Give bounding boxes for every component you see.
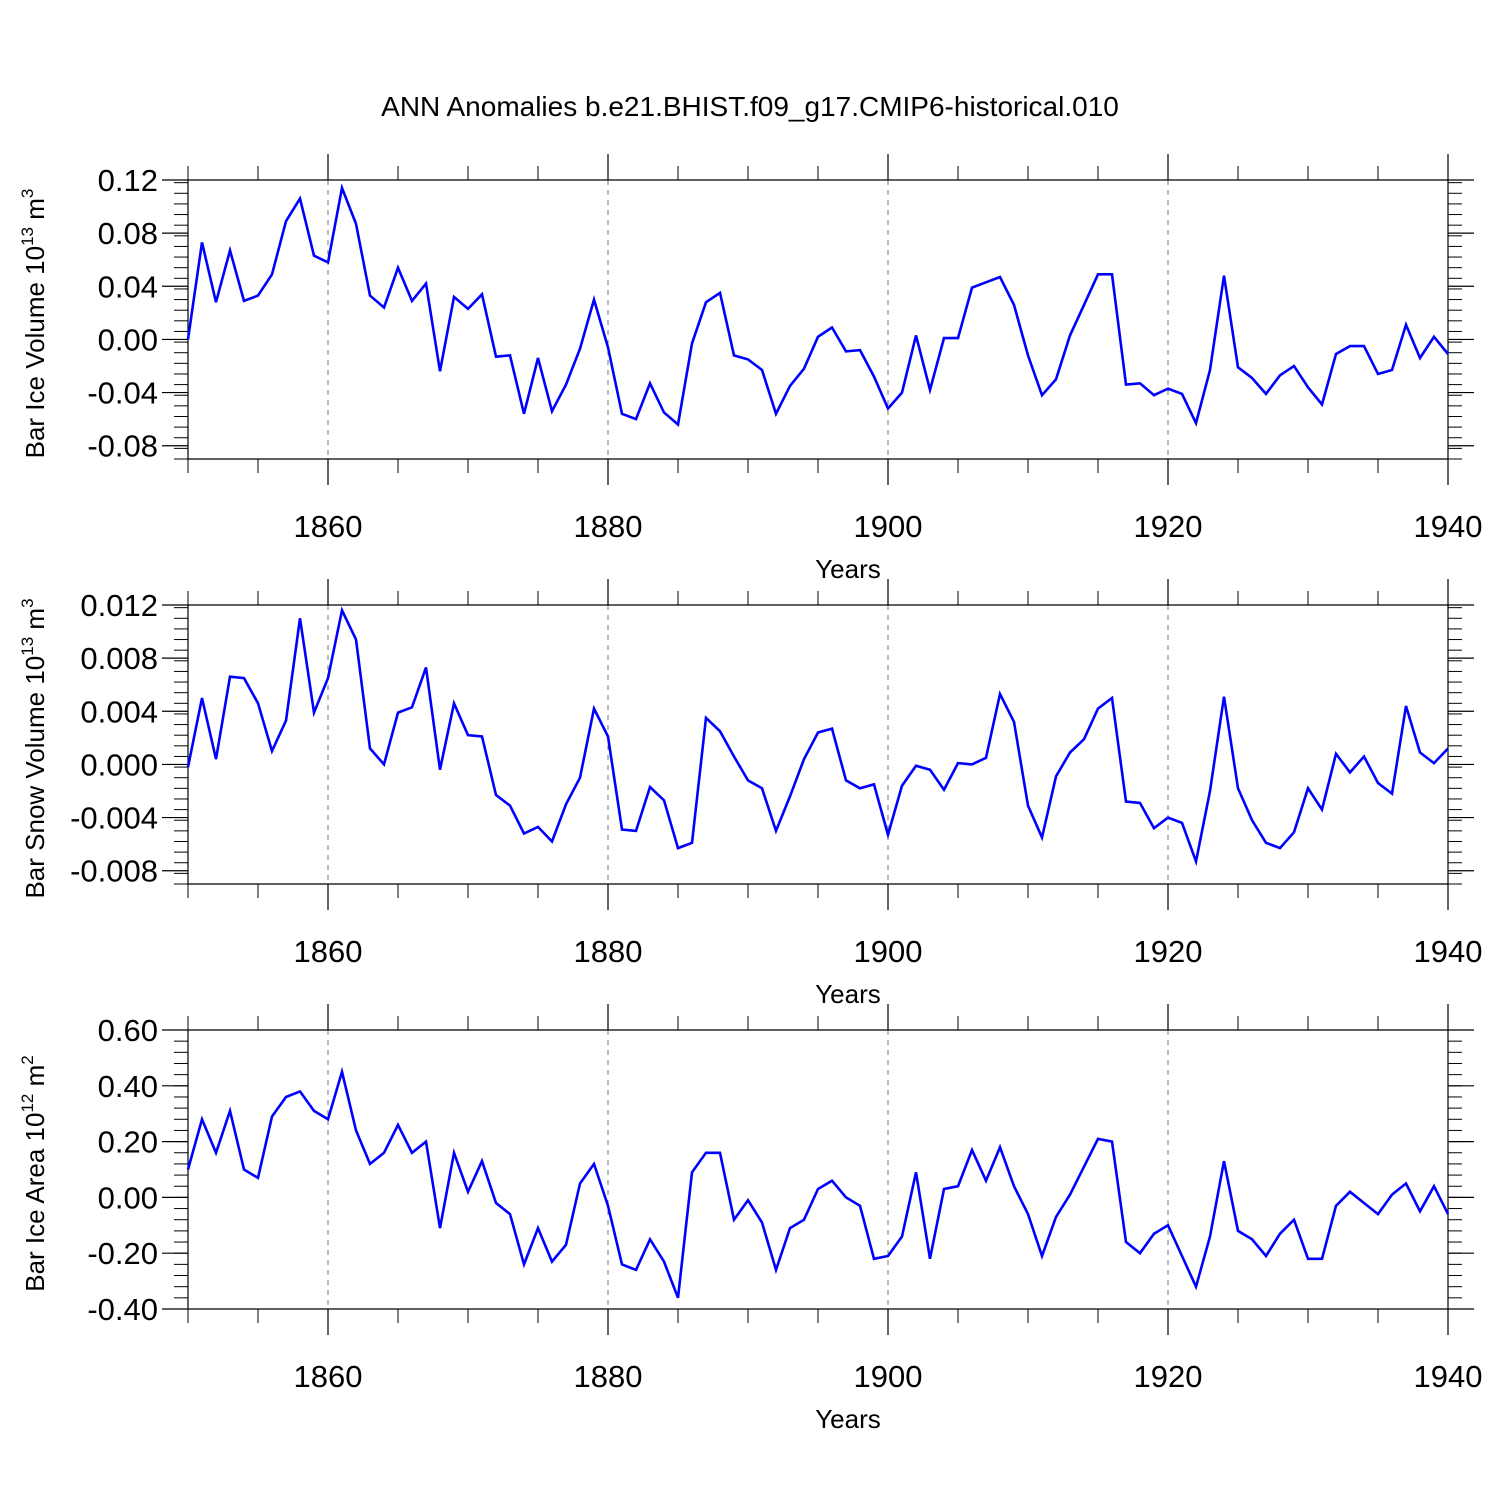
panel-2-xtick-label: 1860: [294, 934, 363, 969]
panel-2-xtick-label: 1900: [854, 934, 923, 969]
panel-1-xtick-label: 1860: [294, 509, 363, 544]
panel-1-ytick-label: -0.08: [87, 429, 158, 464]
panel-3-xtick-label: 1900: [854, 1359, 923, 1394]
panel-1-ylabel-unit: m: [20, 198, 50, 227]
panel-1-ylabel-text: Bar Ice Volume 10: [20, 246, 50, 458]
panel-3-ytick-label: -0.40: [87, 1292, 158, 1327]
panel-1: -0.08 -0.04 0.00 0.04 0.08 0.12 1860 1880 1900 19…: [18, 154, 1482, 584]
panel-3-ylabel-unit-exponent: 2: [18, 1055, 37, 1064]
panel-1-ytick-label: 0.12: [98, 163, 158, 198]
panel-2-xtick-label: 1920: [1134, 934, 1203, 969]
panel-1-xtick-label: 1900: [854, 509, 923, 544]
panel-3-xlabel: Years: [815, 1404, 881, 1434]
panel-2-ylabel-text: Bar Snow Volume 10: [20, 656, 50, 899]
panel-3-ytick-label: 0.20: [98, 1125, 158, 1160]
panel-2-ytick-label: 0.000: [80, 747, 158, 782]
panel-2-ytick-label: 0.012: [80, 588, 158, 623]
panel-3-ytick-label: 0.40: [98, 1069, 158, 1104]
panel-2-ytick-label: 0.008: [80, 641, 158, 676]
panel-3-xtick-label: 1920: [1134, 1359, 1203, 1394]
figure-title: ANN Anomalies b.e21.BHIST.f09_g17.CMIP6-…: [381, 91, 1119, 122]
panel-2-ytick-label: -0.004: [70, 801, 158, 836]
panel-1-xtick-label: 1920: [1134, 509, 1203, 544]
panel-3-ylabel: Bar Ice Area 1012 m2: [18, 1055, 50, 1292]
panel-2-xlabel: Years: [815, 979, 881, 1009]
panel-1-series-line: [186, 183, 1450, 427]
panel-2-ylabel-unit-exponent: 3: [18, 598, 37, 607]
panel-1-ylabel: Bar Ice Volume 1013 m3: [18, 189, 50, 459]
panel-1-ylabel-exponent: 13: [18, 227, 37, 246]
panel-3-ylabel-exponent: 12: [18, 1094, 37, 1113]
panel-3: -0.40 -0.20 0.00 0.20 0.40 0.60 1860 1880 1900 19…: [18, 1004, 1482, 1434]
panel-2-ylabel-unit: m: [20, 608, 50, 637]
panel-2-ylabel: Bar Snow Volume 1013 m3: [18, 598, 50, 898]
panel-2-ytick-label: 0.004: [80, 694, 158, 729]
panel-3-ylabel-unit: m: [20, 1065, 50, 1094]
panel-3-xtick-label: 1860: [294, 1359, 363, 1394]
panel-1-xlabel: Years: [815, 554, 881, 584]
panel-3-ytick-label: 0.00: [98, 1180, 158, 1215]
panel-3-ytick-label: 0.60: [98, 1013, 158, 1048]
panel-2-ytick-label: -0.008: [70, 854, 158, 889]
panel-1-ytick-label: 0.04: [98, 269, 158, 304]
panel-3-ylabel-text: Bar Ice Area 10: [20, 1113, 50, 1292]
panel-3-xtick-label: 1880: [574, 1359, 643, 1394]
panel-2-series-line: [186, 606, 1449, 867]
panel-2-ylabel-exponent: 13: [18, 637, 37, 656]
panel-1-ytick-label: -0.04: [87, 376, 158, 411]
panel-3-ytick-label: -0.20: [87, 1236, 158, 1271]
panel-2-xtick-label: 1880: [574, 934, 643, 969]
panel-2-xtick-label: 1940: [1414, 934, 1483, 969]
panel-1-ytick-label: 0.08: [98, 216, 158, 251]
panel-1-xtick-label: 1880: [574, 509, 643, 544]
panel-3-xtick-label: 1940: [1414, 1359, 1483, 1394]
panel-2: -0.008 -0.004 0.000 0.004 0.008 0.012 1860 1880…: [18, 579, 1482, 1009]
panel-1-xtick-label: 1940: [1414, 509, 1483, 544]
panel-1-ylabel-unit-exponent: 3: [18, 189, 37, 198]
panel-3-series-line: [186, 1066, 1450, 1299]
panel-1-ytick-label: 0.00: [98, 322, 158, 357]
